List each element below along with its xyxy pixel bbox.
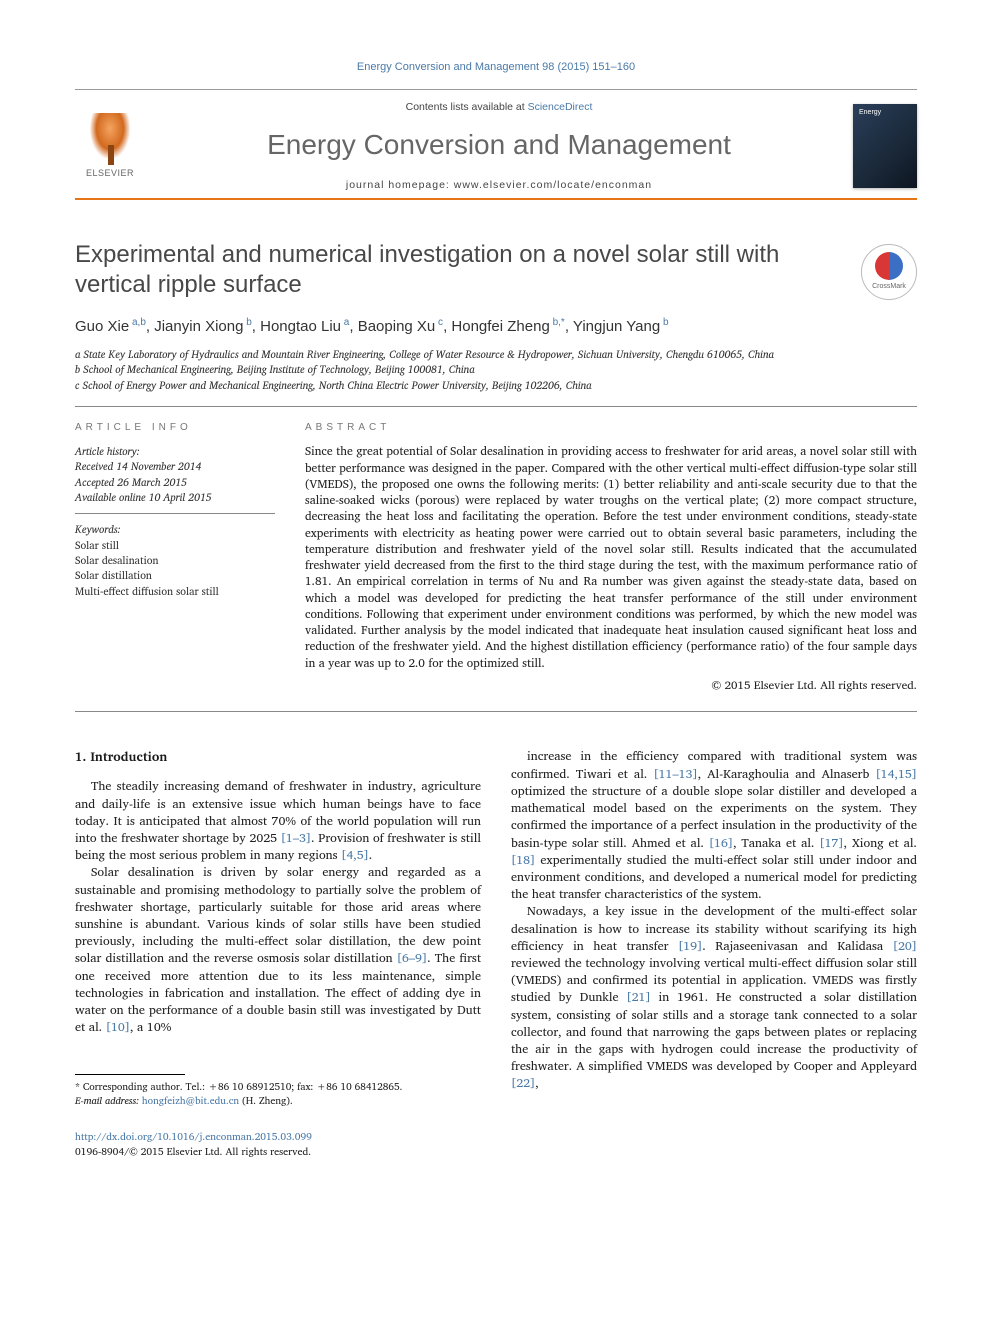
- email-line: E-mail address: hongfeizh@bit.edu.cn (H.…: [75, 1095, 481, 1109]
- article-history: Article history: Received 14 November 20…: [75, 444, 275, 514]
- left-column: 1. Introduction The steadily increasing …: [75, 748, 481, 1159]
- copyright-line: © 2015 Elsevier Ltd. All rights reserved…: [305, 678, 917, 694]
- journal-homepage: journal homepage: www.elsevier.com/locat…: [163, 178, 835, 192]
- keywords-head: Keywords:: [75, 522, 275, 536]
- authors-line: Guo Xie a,b, Jianyin Xiong b, Hongtao Li…: [75, 316, 917, 337]
- keyword: Solar desalination: [75, 553, 275, 567]
- footnotes: * Corresponding author. Tel.: +86 10 689…: [75, 1081, 481, 1108]
- title-block: Experimental and numerical investigation…: [75, 240, 917, 300]
- body-paragraph: Solar desalination is driven by solar en…: [75, 864, 481, 1036]
- crossmark-icon: [875, 252, 903, 280]
- affiliation-c: c School of Energy Power and Mechanical …: [75, 378, 917, 392]
- abstract-col: ABSTRACT Since the great potential of So…: [305, 421, 917, 694]
- info-heading: ARTICLE INFO: [75, 421, 275, 435]
- publisher-name: ELSEVIER: [86, 167, 134, 179]
- masthead-center: Contents lists available at ScienceDirec…: [163, 100, 835, 192]
- abstract-body: Since the great potential of Solar desal…: [305, 444, 917, 672]
- keyword: Multi-effect diffusion solar still: [75, 584, 275, 598]
- crossmark-badge[interactable]: CrossMark: [861, 244, 917, 300]
- body-columns: 1. Introduction The steadily increasing …: [75, 748, 917, 1159]
- journal-name: Energy Conversion and Management: [163, 126, 835, 164]
- email-link[interactable]: hongfeizh@bit.edu.cn: [142, 1093, 239, 1109]
- affiliations: a State Key Laboratory of Hydraulics and…: [75, 347, 917, 392]
- contents-line: Contents lists available at ScienceDirec…: [163, 100, 835, 114]
- masthead: ELSEVIER Contents lists available at Sci…: [75, 89, 917, 200]
- keywords-list: Solar still Solar desalination Solar dis…: [75, 538, 275, 598]
- history-head: Article history:: [75, 444, 275, 458]
- keyword: Solar distillation: [75, 568, 275, 582]
- section-divider: [75, 406, 917, 407]
- top-citation: Energy Conversion and Management 98 (201…: [75, 60, 917, 75]
- issn-copyright: 0196-8904/© 2015 Elsevier Ltd. All right…: [75, 1145, 481, 1159]
- section-heading: 1. Introduction: [75, 748, 481, 766]
- doi-block: http://dx.doi.org/10.1016/j.enconman.201…: [75, 1130, 481, 1159]
- crossmark-label: CrossMark: [872, 282, 906, 291]
- affiliation-a: a State Key Laboratory of Hydraulics and…: [75, 347, 917, 361]
- online-date: Available online 10 April 2015: [75, 490, 275, 504]
- body-paragraph: increase in the efficiency compared with…: [511, 748, 917, 903]
- keyword: Solar still: [75, 538, 275, 552]
- cover-title: Energy: [859, 108, 881, 117]
- accepted-date: Accepted 26 March 2015: [75, 475, 275, 489]
- affiliation-b: b School of Mechanical Engineering, Beij…: [75, 362, 917, 376]
- info-abstract-row: ARTICLE INFO Article history: Received 1…: [75, 421, 917, 713]
- article-title: Experimental and numerical investigation…: [75, 240, 841, 300]
- received-date: Received 14 November 2014: [75, 459, 275, 473]
- elsevier-logo[interactable]: ELSEVIER: [75, 106, 145, 186]
- email-label: E-mail address:: [75, 1093, 142, 1109]
- email-suffix: (H. Zheng).: [239, 1093, 293, 1109]
- body-paragraph: Nowadays, a key issue in the development…: [511, 903, 917, 1092]
- sciencedirect-link[interactable]: ScienceDirect: [528, 101, 593, 113]
- footnote-separator: [75, 1074, 185, 1075]
- journal-cover-thumb[interactable]: Energy: [853, 104, 917, 188]
- abstract-heading: ABSTRACT: [305, 421, 917, 435]
- contents-prefix: Contents lists available at: [406, 101, 528, 113]
- right-column: increase in the efficiency compared with…: [511, 748, 917, 1159]
- body-paragraph: The steadily increasing demand of freshw…: [75, 778, 481, 864]
- article-info-col: ARTICLE INFO Article history: Received 1…: [75, 421, 275, 694]
- elsevier-tree-icon: [86, 113, 134, 165]
- page: Energy Conversion and Management 98 (201…: [0, 0, 992, 1199]
